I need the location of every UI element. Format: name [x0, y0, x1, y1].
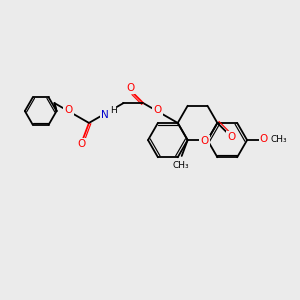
Text: H: H [110, 106, 117, 115]
Text: O: O [260, 134, 268, 144]
Text: CH₃: CH₃ [271, 135, 287, 144]
Text: O: O [227, 132, 236, 142]
Text: CH₃: CH₃ [172, 161, 189, 170]
Text: O: O [153, 105, 162, 115]
Text: O: O [64, 105, 73, 115]
Text: O: O [200, 136, 208, 146]
Text: O: O [126, 83, 134, 93]
Text: O: O [77, 139, 85, 149]
Text: N: N [101, 110, 109, 120]
